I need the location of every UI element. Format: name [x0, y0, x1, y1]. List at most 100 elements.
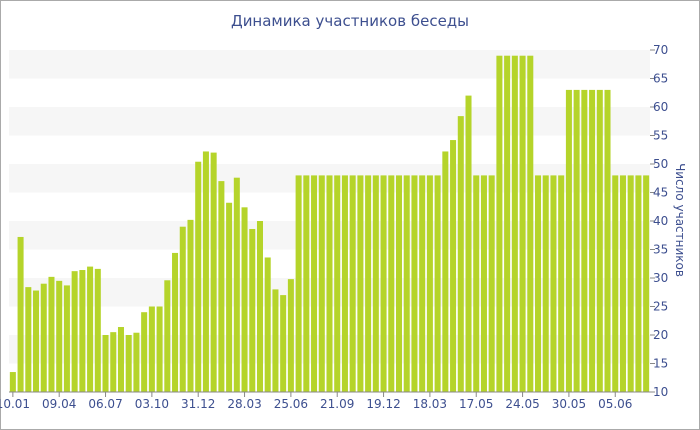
bar	[141, 312, 148, 392]
bar	[473, 175, 480, 392]
bar	[426, 175, 433, 392]
bar	[287, 279, 294, 392]
bar	[295, 175, 302, 392]
bar	[256, 221, 263, 392]
y-tick-label: 20	[653, 328, 668, 342]
bar	[218, 181, 225, 392]
bar	[596, 89, 603, 393]
x-tick-label: 10.01	[0, 397, 30, 411]
y-tick-label: 30	[653, 271, 668, 285]
bar	[272, 289, 279, 392]
bar	[573, 89, 580, 393]
bar	[187, 219, 194, 392]
bar	[380, 175, 387, 392]
bar	[48, 276, 55, 392]
bar	[450, 140, 457, 392]
y-tick-label: 60	[653, 100, 668, 114]
bar	[179, 226, 186, 392]
x-tick-label: 21.09	[320, 397, 354, 411]
bar	[442, 151, 449, 392]
bar	[504, 55, 511, 392]
bar	[125, 335, 132, 392]
x-tick-label: 25.06	[274, 397, 308, 411]
y-tick-label: 65	[653, 72, 668, 86]
bar	[63, 285, 70, 392]
bar	[56, 280, 63, 392]
y-tick-label: 35	[653, 243, 668, 257]
bar	[79, 270, 86, 392]
bar	[280, 295, 287, 392]
x-tick-label: 28.03	[227, 397, 261, 411]
bar	[511, 55, 518, 392]
bar	[465, 95, 472, 392]
bar	[519, 55, 526, 392]
y-tick-label: 15	[653, 357, 668, 371]
x-tick-label: 30.05	[552, 397, 586, 411]
bar	[318, 175, 325, 392]
bar	[619, 175, 626, 392]
bar	[334, 175, 341, 392]
bar	[527, 55, 534, 392]
bar	[17, 236, 24, 392]
bar	[311, 175, 318, 392]
bar	[233, 177, 240, 392]
bar	[349, 175, 356, 392]
bar	[117, 327, 124, 392]
bar	[403, 175, 410, 392]
bar	[496, 55, 503, 392]
bar	[164, 280, 171, 392]
y-tick-label: 50	[653, 157, 668, 171]
bar	[133, 332, 140, 392]
bar	[457, 116, 464, 393]
bar	[326, 175, 333, 392]
bar	[419, 175, 426, 392]
bar	[249, 228, 256, 392]
bar	[372, 175, 379, 392]
bar	[210, 152, 217, 392]
grid-band	[9, 50, 650, 79]
y-tick-label: 10	[653, 385, 668, 399]
bar	[395, 175, 403, 392]
bar	[202, 151, 209, 392]
x-tick-label: 03.10	[135, 397, 169, 411]
bar	[627, 175, 634, 392]
bar	[542, 175, 549, 392]
bar	[604, 89, 611, 393]
bar	[71, 271, 78, 392]
x-tick-label: 24.05	[505, 397, 539, 411]
bar	[581, 89, 588, 393]
bar	[241, 207, 248, 392]
x-tick-label: 19.12	[366, 397, 400, 411]
bar	[87, 266, 94, 392]
x-tick-label: 06.07	[88, 397, 122, 411]
y-axis-ticks: 10 15 20 25 30 35 40 45 50 55 60 65 70	[650, 43, 668, 399]
bar	[341, 175, 348, 392]
x-tick-label: 05.06	[598, 397, 632, 411]
bar	[264, 257, 271, 392]
y-tick-label: 45	[653, 186, 668, 200]
bar	[102, 335, 109, 392]
bar	[94, 268, 101, 392]
bar	[226, 202, 233, 392]
bar	[411, 175, 418, 392]
y-tick-label: 40	[653, 214, 668, 228]
bar	[635, 175, 642, 392]
bar	[488, 175, 495, 392]
bars	[9, 55, 650, 393]
grid-band	[9, 107, 650, 136]
bar	[643, 175, 650, 392]
y-tick-label: 25	[653, 300, 668, 314]
bar	[565, 89, 572, 393]
bar	[612, 175, 619, 392]
bar	[558, 175, 565, 392]
bar	[434, 175, 441, 392]
bar	[40, 283, 47, 392]
bar	[110, 332, 117, 392]
bar	[388, 175, 395, 392]
x-tick-label: 09.04	[42, 397, 76, 411]
bar	[195, 161, 202, 392]
bar	[480, 175, 487, 392]
bar	[156, 306, 163, 392]
chart-title: Динамика участников беседы	[230, 12, 470, 30]
